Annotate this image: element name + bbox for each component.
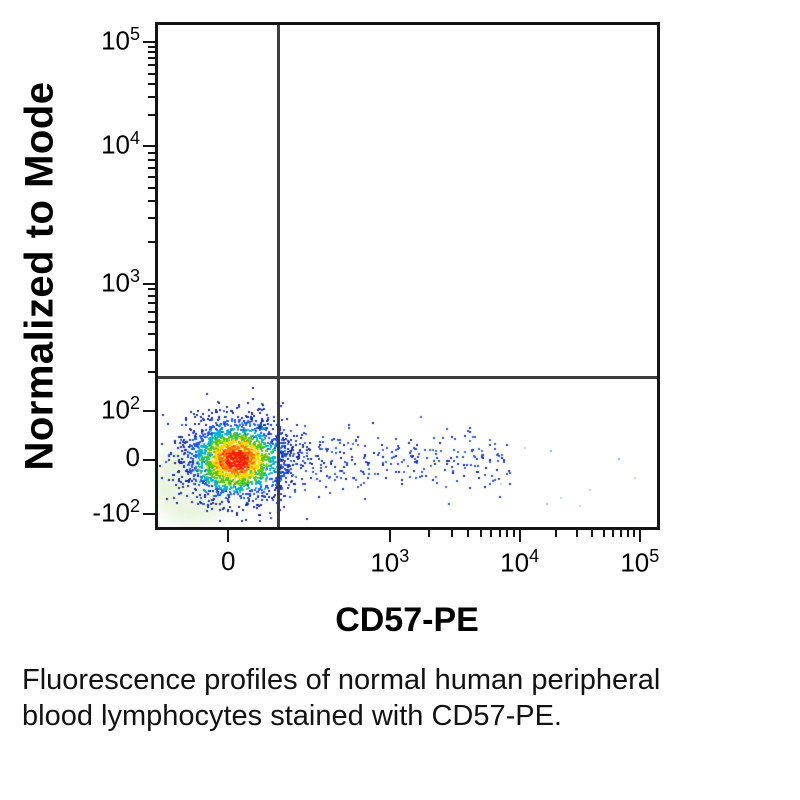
axis-tick-mark bbox=[633, 530, 636, 537]
axis-tick-mark bbox=[148, 349, 155, 352]
axis-tick-mark bbox=[148, 333, 155, 336]
axis-tick-mark bbox=[466, 530, 469, 537]
x-tick-label: 0 bbox=[220, 546, 236, 576]
gate-vertical-line bbox=[277, 25, 281, 527]
axis-tick-mark bbox=[148, 241, 155, 244]
figure-caption-line-2: blood lymphocytes stained with CD57-PE. bbox=[22, 700, 562, 732]
axis-tick-mark bbox=[388, 530, 391, 542]
axis-tick-mark bbox=[590, 530, 593, 537]
axis-tick-mark bbox=[148, 302, 155, 305]
axis-tick-mark bbox=[602, 530, 605, 537]
axis-tick-mark bbox=[612, 530, 615, 537]
figure-caption: Fluorescence profiles of normal human pe… bbox=[22, 662, 788, 734]
axis-tick-mark bbox=[143, 282, 155, 285]
axis-tick-mark bbox=[148, 200, 155, 203]
axis-tick-mark bbox=[627, 530, 630, 537]
axis-tick-mark bbox=[148, 57, 155, 60]
axis-tick-mark bbox=[518, 530, 521, 542]
axis-tick-mark bbox=[512, 530, 515, 537]
plot-area bbox=[155, 22, 660, 530]
axis-tick-mark bbox=[148, 217, 155, 220]
axis-tick-mark bbox=[148, 294, 155, 297]
y-tick-label: -102 bbox=[92, 495, 140, 528]
scatter-density-canvas bbox=[158, 25, 657, 527]
y-axis-title: Normalized to Mode bbox=[17, 81, 62, 471]
axis-tick-mark bbox=[143, 512, 155, 515]
axis-tick-mark bbox=[143, 41, 155, 44]
axis-tick-mark bbox=[148, 82, 155, 85]
y-tick-label: 105 bbox=[101, 24, 140, 56]
axis-tick-mark bbox=[148, 64, 155, 67]
x-tick-label: 104 bbox=[500, 546, 540, 578]
axis-tick-mark bbox=[148, 186, 155, 189]
axis-tick-mark bbox=[575, 530, 578, 537]
axis-tick-mark bbox=[620, 530, 623, 537]
x-tick-label: 103 bbox=[370, 546, 410, 578]
axis-tick-mark bbox=[148, 175, 155, 178]
gate-horizontal-line bbox=[158, 376, 657, 380]
axis-tick-mark bbox=[148, 166, 155, 169]
x-tick-label: 105 bbox=[620, 546, 660, 578]
axis-tick-mark bbox=[227, 530, 230, 542]
axis-tick-mark bbox=[427, 530, 430, 537]
axis-tick-mark bbox=[148, 310, 155, 313]
axis-tick-mark bbox=[148, 46, 155, 49]
axis-tick-mark bbox=[148, 288, 155, 291]
axis-tick-mark bbox=[638, 530, 641, 542]
axis-tick-mark bbox=[143, 458, 155, 461]
axis-tick-mark bbox=[143, 145, 155, 148]
axis-tick-mark bbox=[148, 151, 155, 154]
axis-tick-mark bbox=[498, 530, 501, 537]
axis-tick-mark bbox=[148, 95, 155, 98]
axis-tick-mark bbox=[450, 530, 453, 537]
axis-tick-mark bbox=[148, 51, 155, 54]
axis-tick-mark bbox=[489, 530, 492, 537]
axis-tick-mark bbox=[148, 371, 155, 374]
figure-caption-line-1: Fluorescence profiles of normal human pe… bbox=[22, 664, 661, 696]
axis-tick-mark bbox=[506, 530, 509, 537]
axis-tick-mark bbox=[479, 530, 482, 537]
axis-tick-mark bbox=[143, 409, 155, 412]
axis-tick-mark bbox=[148, 320, 155, 323]
axis-tick-mark bbox=[148, 158, 155, 161]
axis-tick-mark bbox=[554, 530, 557, 537]
x-axis-title: CD57-PE bbox=[335, 601, 479, 639]
axis-tick-mark bbox=[148, 72, 155, 75]
axis-tick-mark bbox=[148, 114, 155, 117]
